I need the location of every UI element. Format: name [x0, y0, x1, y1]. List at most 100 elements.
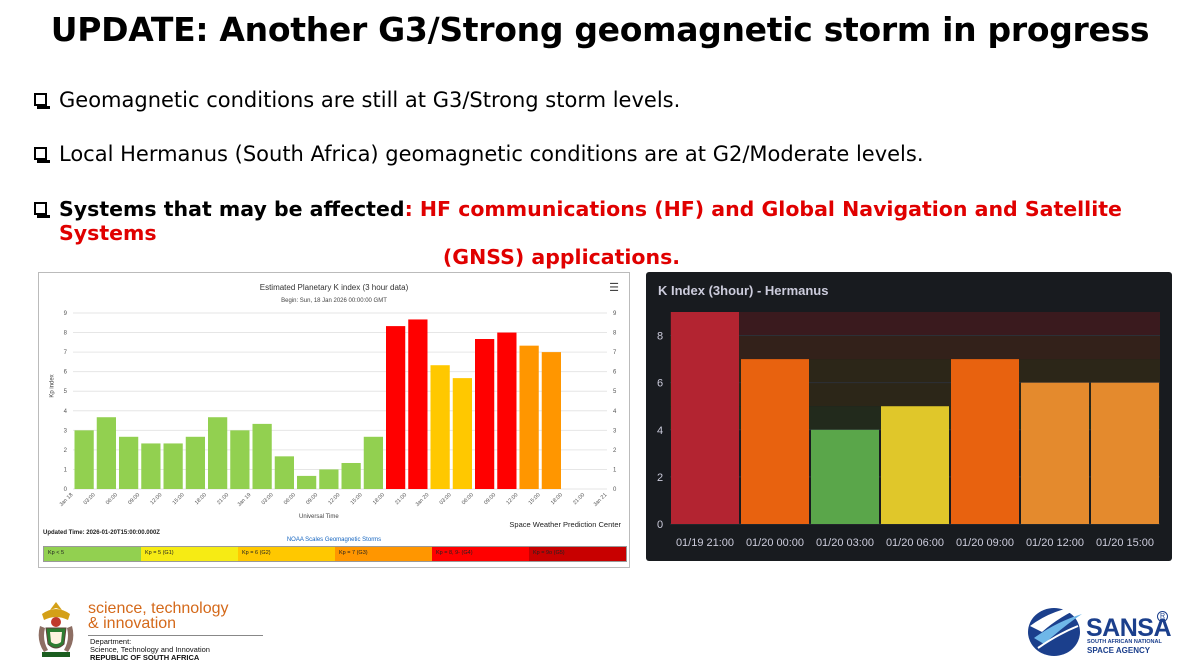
x-tick-label: 01/20 15:00	[1096, 537, 1154, 549]
y-tick-label-right: 1	[613, 467, 617, 473]
kp-bar	[274, 456, 294, 489]
y-tick-label-right: 3	[613, 428, 617, 434]
kp-bar	[408, 319, 428, 489]
x-tick-label: 18:00	[194, 492, 208, 506]
sansa-tagline-1: SOUTH AFRICAN NATIONAL	[1087, 639, 1162, 645]
x-tick-label: 21:00	[394, 492, 408, 506]
kp-bar	[297, 475, 317, 489]
kp-bar	[519, 345, 539, 489]
x-tick-label: 12:00	[149, 492, 163, 506]
x-tick-label: 21:00	[572, 492, 586, 506]
k-index-bar	[1091, 382, 1159, 524]
x-tick-label: 01/20 09:00	[956, 537, 1014, 549]
kp-bar	[363, 436, 383, 489]
kp-bar	[185, 436, 205, 489]
scales-title-link[interactable]: NOAA Scales Geomagnetic Storms	[286, 537, 382, 543]
x-tick-label: 15:00	[528, 492, 542, 506]
sansa-tagline-2: SPACE AGENCY	[1087, 646, 1151, 655]
registered-mark: R	[1157, 611, 1168, 622]
x-tick-label: 18:00	[372, 492, 386, 506]
department-name: Science, Technology and Innovation	[90, 645, 210, 654]
kp-bar	[386, 326, 406, 489]
checkbox-bullet-icon	[34, 202, 50, 218]
legend-item-g5: Kp = 9o (G5)	[529, 547, 626, 561]
kp-bar	[96, 417, 116, 489]
updated-time: Updated Time: 2026-01-20T15:00:00.000Z	[43, 530, 160, 536]
kp-bar	[541, 352, 561, 489]
x-tick-label: 15:00	[350, 492, 364, 506]
x-tick-label: 06:00	[283, 492, 297, 506]
bullet-red-text: : HF communications (HF) and Global Navi…	[59, 197, 1122, 245]
threshold-band	[670, 335, 1160, 360]
k-index-bar	[741, 359, 809, 524]
coat-of-arms-icon	[38, 602, 74, 657]
legend-item-kp-lt5: Kp < 5	[44, 547, 141, 561]
bullet-hermanus: Local Hermanus (South Africa) geomagneti…	[34, 142, 924, 166]
x-tick-label: Jan 21	[592, 492, 608, 508]
kp-bar	[119, 436, 139, 489]
y-tick-label: 7	[64, 350, 68, 356]
kp-bar	[341, 462, 361, 489]
chart-subtitle: Begin: Sun, 18 Jan 2026 00:00:00 GMT	[281, 298, 387, 304]
kp-bar	[319, 469, 339, 489]
y-tick-label: 1	[64, 467, 68, 473]
kp-bar	[163, 443, 183, 489]
x-tick-label: 12:00	[505, 492, 519, 506]
kp-bar	[252, 423, 272, 489]
x-tick-label: 06:00	[105, 492, 119, 506]
x-tick-label: 09:00	[127, 492, 141, 506]
x-tick-label: 09:00	[305, 492, 319, 506]
y-tick-label: 5	[64, 389, 68, 395]
hamburger-menu-icon[interactable]: ☰	[609, 282, 619, 294]
y-tick-label-right: 8	[613, 331, 617, 337]
x-tick-label: 18:00	[550, 492, 564, 506]
slide-title: UPDATE: Another G3/Strong geomagnetic st…	[50, 10, 1150, 49]
kp-bar	[141, 443, 161, 489]
legend-item-g3: Kp = 7 (G3)	[335, 547, 432, 561]
kp-bar	[230, 430, 250, 489]
legend-item-g4: Kp = 8, 9- (G4)	[432, 547, 529, 561]
hermanus-k-index-panel: 0 2 4 6 8 01/19 21:00 01/20 00:00 01/20 03:00 01…	[646, 272, 1172, 561]
x-axis-label: Universal Time	[299, 514, 339, 520]
y-tick-label-right: 5	[613, 389, 617, 395]
bullet-text: Local Hermanus (South Africa) geomagneti…	[59, 142, 924, 166]
dsti-logo-line2: & innovation	[88, 615, 177, 632]
kp-bar	[452, 378, 472, 489]
divider	[88, 635, 263, 636]
y-tick-label: 6	[657, 378, 663, 390]
chart-credit: Space Weather Prediction Center	[509, 520, 621, 529]
y-tick-label-right: 6	[613, 370, 617, 376]
x-tick-label: 03:00	[83, 492, 97, 506]
y-tick-label: 4	[64, 409, 68, 415]
x-tick-label: 01/20 12:00	[1026, 537, 1084, 549]
y-tick-label-right: 2	[613, 448, 617, 454]
x-tick-label: 21:00	[216, 492, 230, 506]
x-tick-label: 09:00	[483, 492, 497, 506]
kp-bar	[497, 332, 517, 489]
bullet-text: Geomagnetic conditions are still at G3/S…	[59, 88, 681, 112]
k-index-bar	[1021, 382, 1089, 524]
x-tick-label: 01/19 21:00	[676, 537, 734, 549]
y-tick-label: 3	[64, 428, 68, 434]
checkbox-bullet-icon	[34, 147, 50, 163]
x-tick-label: 15:00	[172, 492, 186, 506]
y-tick-label-right: 9	[613, 311, 617, 317]
k-index-bar	[951, 359, 1019, 524]
y-tick-label: 4	[657, 425, 663, 437]
scales-legend: Kp < 5 Kp = 5 (G1) Kp = 6 (G2) Kp = 7 (G…	[43, 546, 627, 562]
y-tick-label: 9	[64, 311, 68, 317]
y-axis-label: Kp index	[49, 374, 56, 398]
checkbox-bullet-icon	[34, 93, 50, 109]
x-tick-label: 01/20 03:00	[816, 537, 874, 549]
legend-item-g2: Kp = 6 (G2)	[238, 547, 335, 561]
y-tick-label: 2	[64, 448, 68, 454]
sansa-swoosh-icon	[1028, 606, 1084, 656]
y-tick-label: 6	[64, 370, 68, 376]
bullet-prefix: Systems that may be affected	[59, 197, 405, 221]
sansa-logo: SANSA R SOUTH AFRICAN NATIONAL SPACE AGE…	[1024, 600, 1174, 662]
threshold-band	[670, 312, 1160, 336]
x-tick-label: 03:00	[439, 492, 453, 506]
bullet-conditions: Geomagnetic conditions are still at G3/S…	[34, 88, 680, 112]
y-tick-label-right: 4	[613, 409, 617, 415]
x-tick-label: Jan 19	[236, 492, 252, 508]
